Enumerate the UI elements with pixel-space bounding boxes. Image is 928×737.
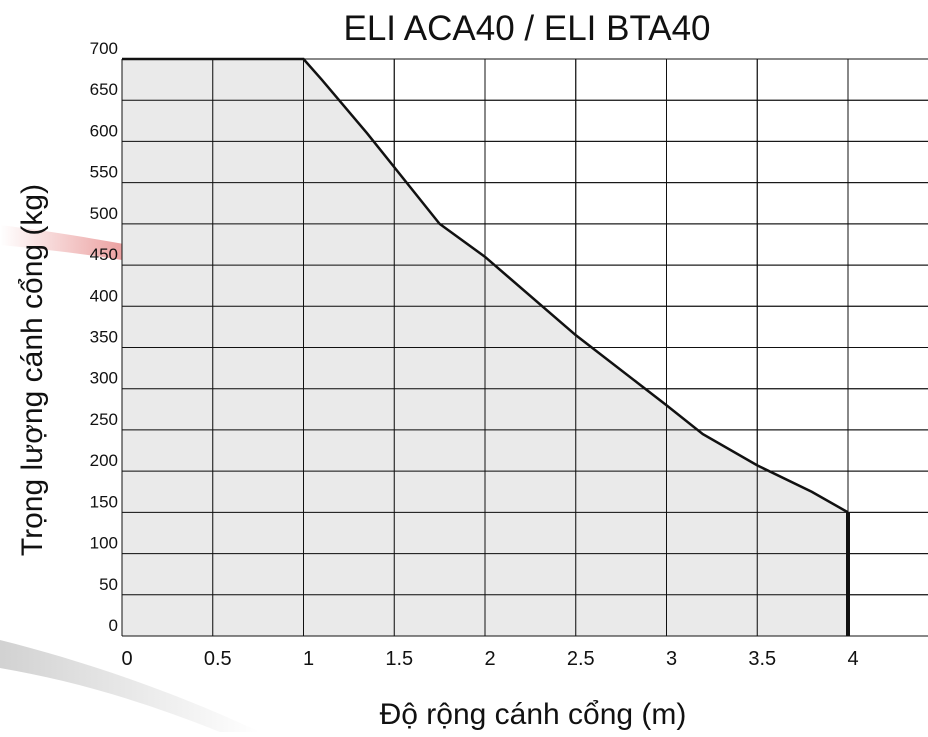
y-tick-label: 700: [90, 39, 118, 58]
x-axis-tick-labels: 0 0.5 1 1.5 2 2.5 3 3.5 4: [121, 648, 858, 670]
y-tick-label: 150: [90, 492, 118, 511]
y-tick-label: 350: [90, 328, 118, 347]
y-axis-label: Trọng lượng cánh cổng (kg): [16, 184, 49, 556]
x-tick-label: 4: [847, 648, 858, 670]
y-axis-tick-labels: 0 50 100 150 200 250 300 350 400 450 500 550 600 650 7…: [90, 39, 118, 635]
capacity-line: [122, 57, 849, 514]
y-tick-label: 450: [90, 245, 118, 264]
x-tick-label: 1: [303, 648, 314, 670]
x-tick-label: 2.5: [567, 648, 595, 670]
y-tick-label: 0: [109, 616, 118, 635]
y-tick-label: 200: [90, 451, 118, 470]
y-tick-label: 550: [90, 163, 118, 182]
grey-streak-left: [0, 640, 260, 732]
chart-title: ELI ACA40 / ELI BTA40: [343, 9, 710, 48]
y-tick-label: 300: [90, 369, 118, 388]
x-tick-label: 3: [666, 648, 677, 670]
y-tick-label: 400: [90, 286, 118, 305]
series: [121, 57, 928, 637]
y-tick-label: 250: [90, 410, 118, 429]
y-tick-label: 50: [99, 575, 118, 594]
x-tick-label: 1.5: [385, 648, 413, 670]
x-tick-label: 0: [121, 648, 132, 670]
y-tick-label: 100: [90, 534, 118, 553]
x-tick-label: 3.5: [748, 648, 776, 670]
x-tick-label: 2: [484, 648, 495, 670]
y-tick-label: 600: [90, 121, 118, 140]
x-axis-label: Độ rộng cánh cổng (m): [380, 698, 687, 731]
x-tick-label: 0.5: [204, 648, 232, 670]
y-tick-label: 500: [90, 204, 118, 223]
y-tick-label: 650: [90, 80, 118, 99]
